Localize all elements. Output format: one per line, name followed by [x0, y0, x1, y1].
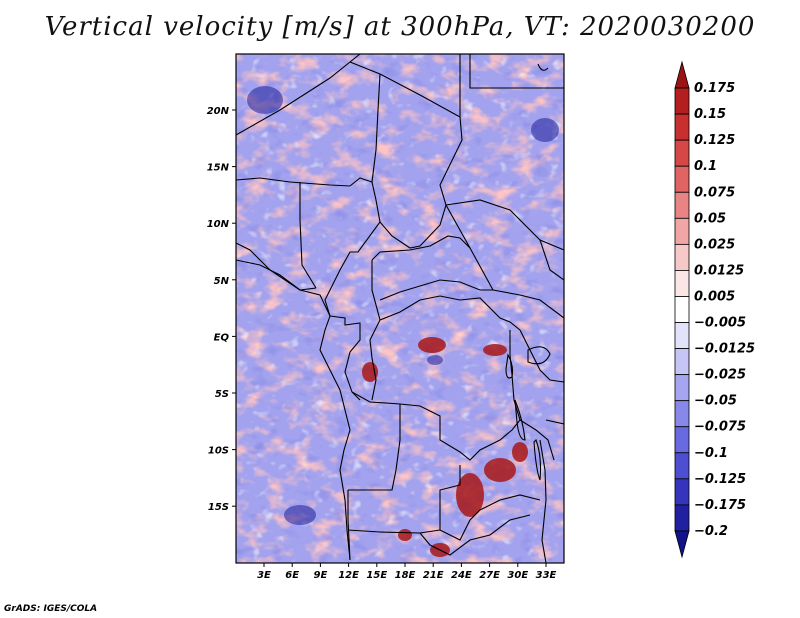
- lon-tick-label: 24E: [451, 570, 472, 581]
- colorbar-band: [674, 139, 690, 167]
- lon-tick-label: 9E: [314, 570, 328, 581]
- colorbar-level-label: 0.0125: [694, 263, 744, 278]
- colorbar-level-label: 0.1: [694, 159, 717, 174]
- colorbar-band: [674, 452, 690, 480]
- colorbar-level-label: −0.2: [694, 524, 728, 539]
- lon-tick-label: 27E: [479, 570, 500, 581]
- chart-title: Vertical velocity [m/s] at 300hPa, VT: 2…: [44, 12, 756, 42]
- colorbar-band: [674, 191, 690, 219]
- colorbar-band: [674, 87, 690, 115]
- lat-tick-label: 5N: [214, 276, 230, 287]
- colorbar-level-label: −0.005: [694, 316, 746, 331]
- lon-tick-label: 3E: [257, 570, 271, 581]
- colorbar-level-label: −0.0125: [694, 342, 755, 357]
- lon-tick-label: 33E: [536, 570, 557, 581]
- colorbar-band: [674, 348, 690, 376]
- colorbar-level-label: −0.05: [694, 394, 737, 409]
- colorbar-band: [674, 426, 690, 454]
- colorbar-level-label: 0.025: [694, 237, 735, 252]
- colorbar-level-label: −0.1: [694, 446, 728, 461]
- colorbar-band: [674, 113, 690, 141]
- colorbar-band: [674, 217, 690, 245]
- lat-tick-label: 15N: [207, 163, 230, 174]
- map-frame: [235, 53, 565, 564]
- colorbar-level-label: −0.125: [694, 472, 746, 487]
- latitude-axis: 20N 15N 10N 5N EQ 5S 10S 15S: [207, 106, 236, 513]
- lon-tick-label: 15E: [366, 570, 387, 581]
- lat-tick-label: 20N: [207, 106, 230, 117]
- lat-tick-label: 10S: [208, 446, 229, 457]
- country-borders: [236, 54, 564, 563]
- colorbar-band: [674, 270, 690, 297]
- colorbar-band: [674, 400, 690, 428]
- lat-tick-label: EQ: [214, 332, 230, 343]
- colorbar-band: [674, 374, 690, 402]
- colorbar-band: [674, 504, 690, 532]
- velocity-field: [236, 54, 564, 563]
- colorbar: 0.175 0.15 0.125 0.1 0.075 0.05 0.025 0.0125 0.0…: [674, 60, 755, 559]
- colorbar-band: [674, 165, 690, 193]
- colorbar-level-label: −0.025: [694, 368, 746, 383]
- lon-tick-label: 21E: [423, 570, 444, 581]
- colorbar-band: [674, 243, 690, 271]
- colorbar-level-label: 0.125: [694, 133, 735, 148]
- colorbar-level-label: 0.075: [694, 185, 735, 200]
- lat-tick-label: 5S: [215, 389, 229, 400]
- colorbar-level-label: −0.175: [694, 498, 746, 513]
- colorbar-bottom-arrow: [674, 530, 690, 559]
- colorbar-band: [674, 478, 690, 506]
- colorbar-level-label: 0.005: [694, 289, 735, 304]
- lat-tick-label: 15S: [208, 502, 229, 513]
- longitude-axis: 3E 6E 9E 12E 15E 18E 21E 24E 27E 30E 33E: [257, 563, 557, 581]
- colorbar-level-label: 0.15: [694, 107, 726, 122]
- colorbar-level-label: 0.175: [694, 81, 735, 96]
- grads-credit: GrADS: IGES/COLA: [4, 604, 98, 614]
- lon-tick-label: 6E: [285, 570, 299, 581]
- lon-tick-label: 12E: [338, 570, 359, 581]
- colorbar-level-label: 0.05: [694, 211, 726, 226]
- lon-tick-label: 18E: [395, 570, 416, 581]
- colorbar-band: [674, 322, 690, 349]
- colorbar-band: [674, 296, 690, 323]
- colorbar-top-arrow: [674, 60, 690, 89]
- colorbar-level-label: −0.075: [694, 420, 746, 435]
- lon-tick-label: 30E: [507, 570, 528, 581]
- lat-tick-label: 10N: [207, 219, 230, 230]
